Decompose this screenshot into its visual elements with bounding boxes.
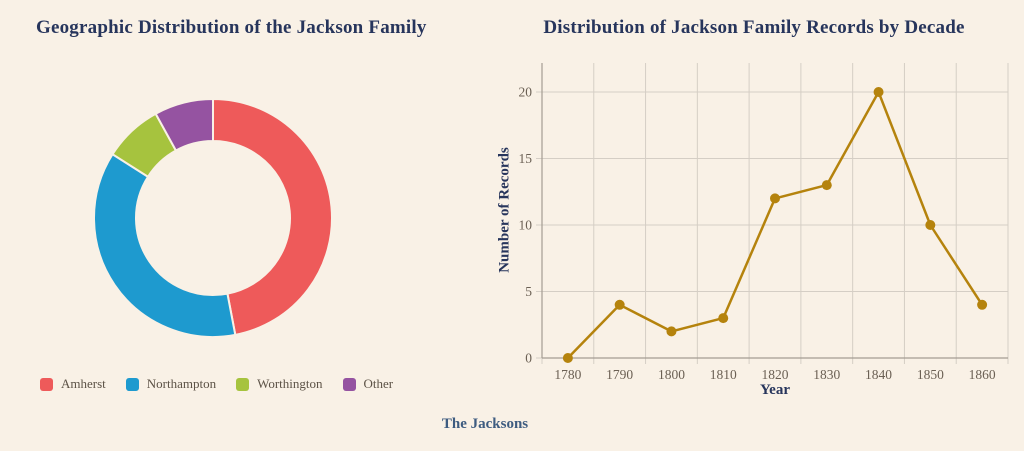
- donut-legend: Amherst Northampton Worthington Other: [40, 376, 393, 392]
- pie-slice-other[interactable]: [154, 98, 214, 152]
- x-tick-labels: 1780 1790 1800 1810 1820 1830 1840 1850 1860: [554, 367, 995, 382]
- legend-label: Worthington: [257, 376, 323, 391]
- svg-text:1830: 1830: [813, 367, 840, 382]
- data-point-1820[interactable]: [770, 193, 780, 204]
- svg-text:1850: 1850: [917, 367, 944, 382]
- legend-item-northampton[interactable]: Northampton: [125, 376, 217, 392]
- data-point-1790[interactable]: [614, 299, 625, 310]
- svg-text:1790: 1790: [606, 367, 633, 382]
- legend-label: Northampton: [146, 376, 217, 391]
- footer-caption: The Jacksons: [441, 416, 529, 432]
- svg-text:1780: 1780: [554, 367, 581, 382]
- svg-text:1840: 1840: [865, 367, 892, 382]
- data-point-1840[interactable]: [873, 87, 884, 97]
- legend-label: Other: [363, 376, 394, 391]
- donut-chart: [93, 98, 333, 338]
- data-points: [562, 87, 988, 363]
- legend-swatch-amherst: [40, 377, 53, 391]
- svg-text:5: 5: [525, 284, 532, 299]
- line-chart-title: Distribution of Jackson Family Records b…: [543, 17, 965, 38]
- data-point-1850[interactable]: [925, 220, 936, 230]
- legend-swatch-other: [342, 377, 356, 391]
- svg-text:10: 10: [519, 218, 533, 233]
- y-tick-labels: 0 5 10 15 20: [519, 85, 533, 366]
- svg-text:15: 15: [519, 151, 533, 166]
- legend-item-other[interactable]: Other: [342, 376, 394, 392]
- line-chart: 0 5 10 15 20 1780 1790 1800 1810 1820 1830 1840 1850…: [519, 63, 1009, 382]
- svg-text:1800: 1800: [658, 367, 685, 382]
- x-axis-title: Year: [760, 382, 790, 398]
- legend-swatch-worthington: [236, 377, 250, 391]
- donut-chart-title: Geographic Distribution of the Jackson F…: [36, 17, 427, 38]
- svg-text:0: 0: [525, 351, 532, 366]
- data-point-1780[interactable]: [562, 353, 573, 363]
- data-point-1830[interactable]: [821, 180, 832, 191]
- svg-text:1810: 1810: [710, 367, 737, 382]
- data-point-1860[interactable]: [977, 299, 988, 310]
- axes: [541, 63, 1008, 359]
- pie-slice-northampton[interactable]: [93, 152, 237, 338]
- svg-text:1860: 1860: [969, 367, 996, 382]
- legend-label: Amherst: [61, 376, 106, 391]
- legend-swatch-northampton: [125, 377, 139, 391]
- legend-item-worthington[interactable]: Worthington: [236, 376, 323, 392]
- svg-text:1820: 1820: [762, 367, 789, 382]
- pie-slice-amherst[interactable]: [212, 98, 333, 337]
- data-point-1800[interactable]: [666, 326, 677, 337]
- data-point-1810[interactable]: [718, 313, 729, 324]
- legend-item-amherst[interactable]: Amherst: [40, 376, 106, 392]
- svg-text:20: 20: [519, 85, 533, 100]
